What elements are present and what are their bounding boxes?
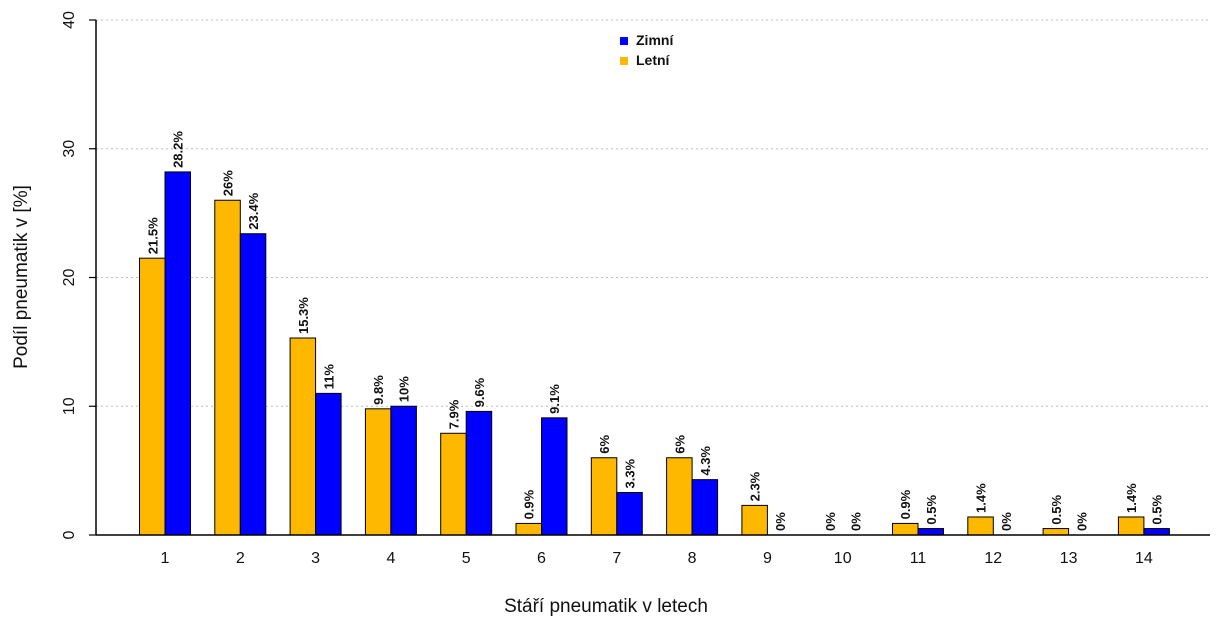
data-label: 11% — [321, 364, 336, 390]
data-label: 0% — [823, 512, 838, 531]
y-tick-label: 40 — [61, 11, 78, 29]
bar-Letní-7 — [590, 457, 618, 536]
bar-Letní-3 — [289, 337, 317, 536]
x-tick-label: 14 — [1135, 550, 1153, 567]
bar-Zimní-11 — [917, 528, 944, 536]
data-label: 9.6% — [472, 377, 487, 407]
data-label: 9.8% — [371, 375, 386, 405]
bar-Letní-6 — [515, 522, 542, 536]
x-tick-label: 4 — [386, 550, 395, 567]
data-labels: 21.5% 28.2% 26% 23.4% 15.3% 11% 9.8% 10% 7.9% 9.6… — [145, 131, 1164, 531]
data-label: 15.3% — [296, 297, 311, 334]
x-tick-label: 9 — [763, 550, 772, 567]
data-label: 0.5% — [1150, 494, 1165, 524]
legend-swatch — [620, 37, 628, 45]
data-label: 2.3% — [748, 471, 763, 501]
data-label: 10% — [397, 376, 412, 402]
x-tick-label: 2 — [236, 550, 245, 567]
data-label: 21.5% — [145, 217, 160, 254]
gridlines — [96, 19, 1210, 407]
legend: Zimní Letní — [620, 32, 674, 68]
x-tick-label: 10 — [834, 550, 852, 567]
bar-Letní-1 — [139, 257, 166, 536]
x-tick-label: 12 — [984, 550, 1002, 567]
data-label: 0% — [1074, 512, 1089, 531]
data-label: 7.9% — [446, 399, 461, 429]
bar-Zimní-4 — [390, 405, 417, 536]
legend-label: Zimní — [636, 32, 674, 48]
data-label: 0.5% — [1049, 494, 1064, 524]
x-axis-title: Stáří pneumatik v letech — [504, 596, 708, 617]
bar-Zimní-3 — [315, 392, 342, 536]
data-label: 26% — [221, 170, 236, 196]
bar-Zimní-14 — [1143, 528, 1170, 536]
x-tick-label: 8 — [688, 550, 697, 567]
bar-Letní-11 — [892, 522, 919, 536]
legend-swatch — [620, 57, 628, 65]
data-label: 0% — [773, 512, 788, 531]
data-label: 0% — [848, 512, 863, 531]
x-tick-label: 1 — [161, 550, 170, 567]
data-label: 0.9% — [522, 489, 537, 519]
bar-Zimní-7 — [616, 492, 643, 536]
bar-Zimní-6 — [541, 417, 568, 536]
data-label: 9.1% — [547, 384, 562, 414]
data-label: 1.4% — [1124, 483, 1139, 513]
bar-Letní-14 — [1117, 516, 1145, 536]
x-tick-label: 13 — [1060, 550, 1078, 567]
bar-Zimní-8 — [691, 479, 719, 536]
data-label: 4.3% — [698, 446, 713, 476]
bar-Zimní-5 — [465, 410, 493, 536]
y-tick-label: 20 — [61, 269, 78, 287]
y-axis-title: Podíl pneumatik v [%] — [11, 185, 32, 369]
bar-Letní-13 — [1042, 528, 1070, 536]
data-label: 6% — [597, 435, 612, 454]
bar-Zimní-2 — [239, 233, 267, 536]
bar-Letní-12 — [967, 516, 994, 536]
y-tick-label: 10 — [61, 397, 78, 415]
data-label: 0.9% — [898, 489, 913, 519]
y-tick-label: 30 — [61, 140, 78, 158]
bar-Letní-2 — [214, 199, 241, 536]
data-label: 0% — [999, 512, 1014, 531]
data-label: 23.4% — [246, 192, 261, 229]
data-label: 28.2% — [171, 131, 186, 168]
data-label: 6% — [672, 435, 687, 454]
x-tick-label: 11 — [910, 550, 927, 567]
bar-Letní-8 — [666, 457, 693, 536]
bar-Letní-4 — [364, 408, 392, 536]
x-tick-label: 7 — [612, 550, 621, 567]
x-tick-label: 3 — [311, 550, 320, 567]
y-tick-label: 0 — [61, 530, 78, 539]
x-tick-label: 5 — [462, 550, 471, 567]
legend-label: Letní — [636, 52, 671, 68]
data-label: 1.4% — [974, 483, 989, 513]
bars — [139, 171, 1170, 536]
data-label: 3.3% — [623, 458, 638, 488]
bar-Letní-5 — [440, 432, 467, 536]
bar-Letní-9 — [741, 504, 768, 536]
x-tick-label: 6 — [537, 550, 546, 567]
data-label: 0.5% — [924, 494, 939, 524]
bar-Zimní-1 — [164, 171, 191, 536]
